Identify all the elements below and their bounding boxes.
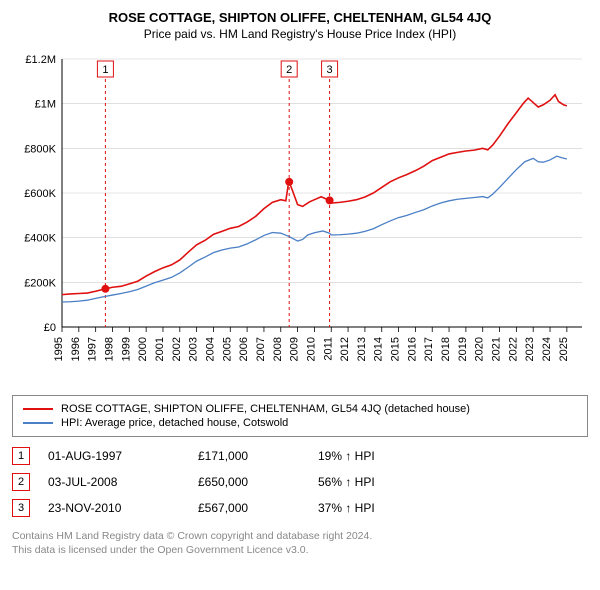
x-axis-label: 2012 [339, 337, 351, 361]
chart-legend: ROSE COTTAGE, SHIPTON OLIFFE, CHELTENHAM… [12, 395, 588, 437]
event-marker-number: 2 [286, 64, 292, 76]
x-axis-label: 2019 [457, 337, 469, 361]
chart-subtitle: Price paid vs. HM Land Registry's House … [12, 27, 588, 41]
x-axis-label: 2002 [171, 337, 183, 361]
chart-title: ROSE COTTAGE, SHIPTON OLIFFE, CHELTENHAM… [12, 10, 588, 25]
x-axis-label: 2001 [154, 337, 166, 361]
chart-svg: £0 £200K £400K £600K £800K £1M £1.2M 1995 1996 19… [12, 49, 588, 389]
x-axis-label: 2014 [373, 337, 385, 361]
y-axis-label: £1M [35, 99, 56, 111]
legend-item: HPI: Average price, detached house, Cots… [23, 416, 577, 430]
price-event-row: 2 03-JUL-2008£650,00056% ↑ HPI [12, 469, 588, 495]
legend-swatch [23, 422, 53, 424]
event-marker-number: 1 [102, 64, 108, 76]
legend-swatch [23, 408, 53, 410]
x-axis-label: 2010 [305, 337, 317, 361]
price-event-row: 1 01-AUG-1997£171,00019% ↑ HPI [12, 443, 588, 469]
y-axis-label: £0 [44, 322, 56, 334]
x-axis-label: 2015 [390, 337, 402, 361]
x-axis-label: 2025 [558, 337, 570, 361]
y-axis-label: £600K [24, 188, 56, 200]
price-event-price: £650,000 [198, 475, 318, 489]
x-axis-label: 2009 [289, 337, 301, 361]
y-axis-label: £200K [24, 277, 56, 289]
x-axis-label: 2004 [204, 337, 216, 361]
x-axis-label: 1995 [53, 337, 65, 361]
x-axis-label: 2003 [188, 337, 200, 361]
price-event-date: 03-JUL-2008 [48, 475, 198, 489]
x-axis-label: 2000 [137, 337, 149, 361]
legend-item: ROSE COTTAGE, SHIPTON OLIFFE, CHELTENHAM… [23, 402, 577, 416]
price-event-badge: 1 [12, 447, 30, 465]
x-axis-label: 2006 [238, 337, 250, 361]
price-event-price: £171,000 [198, 449, 318, 463]
event-marker-dot [101, 285, 109, 293]
price-event-hpi: 19% ↑ HPI [318, 449, 458, 463]
price-event-date: 23-NOV-2010 [48, 501, 198, 515]
y-axis-label: £1.2M [25, 54, 56, 66]
x-axis-label: 2022 [507, 337, 519, 361]
x-axis-label: 2024 [541, 337, 553, 361]
y-axis-label: £400K [24, 233, 56, 245]
x-axis-label: 2020 [474, 337, 486, 361]
x-axis-label: 2018 [440, 337, 452, 361]
price-event-hpi: 56% ↑ HPI [318, 475, 458, 489]
price-event-hpi: 37% ↑ HPI [318, 501, 458, 515]
x-axis-label: 2023 [524, 337, 536, 361]
chart-container: ROSE COTTAGE, SHIPTON OLIFFE, CHELTENHAM… [0, 0, 600, 565]
footnote: Contains HM Land Registry data © Crown c… [12, 529, 588, 557]
x-axis-label: 2013 [356, 337, 368, 361]
event-marker-dot [326, 196, 334, 204]
x-axis-label: 1999 [120, 337, 132, 361]
chart-plot-area: £0 £200K £400K £600K £800K £1M £1.2M 1995 1996 19… [12, 49, 588, 389]
event-marker-number: 3 [327, 64, 333, 76]
price-events-table: 1 01-AUG-1997£171,00019% ↑ HPI 2 03-JUL-200… [12, 443, 588, 521]
footnote-line-2: This data is licensed under the Open Gov… [12, 544, 309, 556]
x-axis-label: 2017 [423, 337, 435, 361]
x-axis-label: 2008 [272, 337, 284, 361]
price-event-badge: 3 [12, 499, 30, 517]
footnote-line-1: Contains HM Land Registry data © Crown c… [12, 530, 372, 542]
legend-label: HPI: Average price, detached house, Cots… [61, 417, 288, 429]
x-axis-label: 2011 [322, 337, 334, 361]
x-axis-label: 2016 [406, 337, 418, 361]
legend-label: ROSE COTTAGE, SHIPTON OLIFFE, CHELTENHAM… [61, 403, 470, 415]
event-marker-dot [285, 178, 293, 186]
x-axis-label: 1997 [87, 337, 99, 361]
price-event-date: 01-AUG-1997 [48, 449, 198, 463]
y-axis-label: £800K [24, 143, 56, 155]
x-axis-label: 1996 [70, 337, 82, 361]
x-axis-label: 2007 [255, 337, 267, 361]
x-axis-label: 2005 [221, 337, 233, 361]
x-axis-label: 2021 [491, 337, 503, 361]
price-event-price: £567,000 [198, 501, 318, 515]
price-event-row: 3 23-NOV-2010£567,00037% ↑ HPI [12, 495, 588, 521]
price-event-badge: 2 [12, 473, 30, 491]
series-hpi-line [62, 156, 567, 302]
x-axis-label: 1998 [103, 337, 115, 361]
